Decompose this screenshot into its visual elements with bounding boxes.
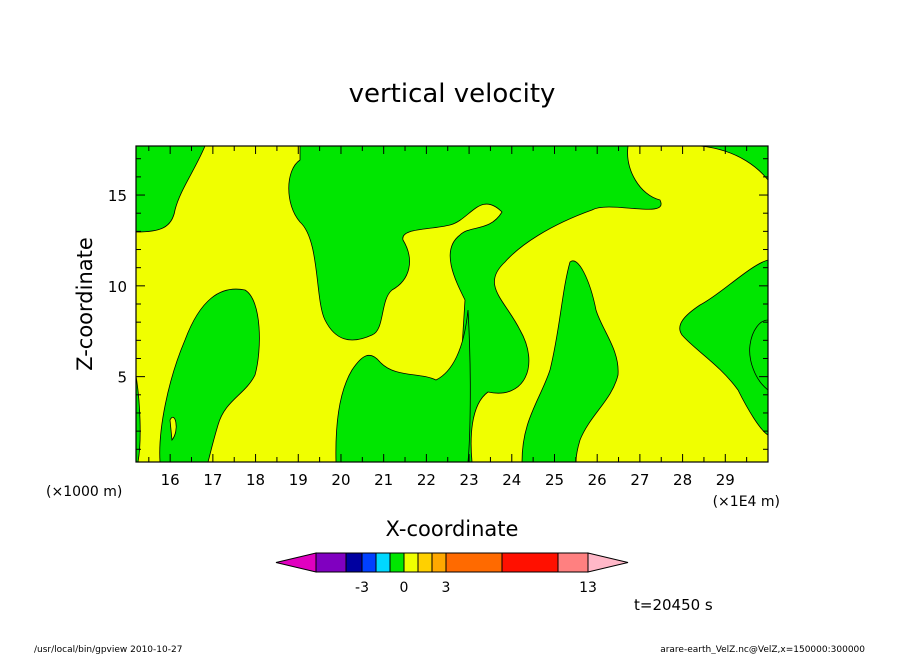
- x-tick-label: 20: [331, 471, 350, 489]
- colorbar-segment: [315, 552, 347, 573]
- x-tick-label: 17: [203, 471, 222, 489]
- x-scale-label: (×1E4 m): [713, 494, 780, 510]
- y-tick-label: 5: [117, 369, 127, 387]
- x-tick-label: 23: [460, 471, 479, 489]
- colorbar-segment: [345, 552, 363, 573]
- x-tick-label: 18: [246, 471, 265, 489]
- neg-region-bottom-right: [521, 260, 619, 462]
- colorbar-segment: [445, 552, 503, 573]
- neg-region-top-main: [288, 146, 768, 462]
- plot-area: [136, 146, 768, 462]
- colorbar-segment: [417, 552, 433, 573]
- colorbar-segment: [431, 552, 447, 573]
- footer-right: arare-earth_VelZ.nc@VelZ,x=150000:300000: [660, 645, 865, 654]
- colorbar-segment: [375, 552, 391, 573]
- chart-title: vertical velocity: [349, 79, 556, 109]
- colorbar-segment: [361, 552, 377, 573]
- x-tick-label: 22: [417, 471, 436, 489]
- colorbar-segment: [501, 552, 559, 573]
- neg-region-right-small: [749, 319, 768, 391]
- neg-region-top-left: [136, 146, 206, 233]
- x-axis-label: X-coordinate: [386, 517, 519, 541]
- colorbar-tick-label: 3: [442, 580, 451, 596]
- y-scale-label: (×1000 m): [46, 484, 122, 500]
- colorbar-tick-label: 13: [579, 580, 597, 596]
- y-axis-label: Z-coordinate: [73, 237, 97, 371]
- colorbar: [275, 552, 629, 573]
- neg-region-left-lobe: [159, 288, 260, 462]
- x-tick-label: 21: [374, 471, 393, 489]
- colorbar-high-end: [587, 552, 629, 573]
- x-tick-label: 19: [289, 471, 308, 489]
- y-tick-label: 15: [108, 187, 127, 205]
- colorbar-low-end: [275, 552, 317, 573]
- time-label: t=20450 s: [634, 596, 713, 614]
- x-tick-label: 25: [545, 471, 564, 489]
- colorbar-segment: [403, 552, 419, 573]
- y-tick-label: 10: [108, 278, 127, 296]
- x-tick-label: 29: [716, 471, 735, 489]
- colorbar-segment: [389, 552, 405, 573]
- footer-left: /usr/local/bin/gpview 2010-10-27: [34, 645, 182, 654]
- neg-region-bottom-center: [335, 309, 471, 462]
- x-tick-label: 24: [502, 471, 521, 489]
- x-tick-label: 27: [630, 471, 649, 489]
- x-tick-label: 16: [161, 471, 180, 489]
- colorbar-tick-label: 0: [400, 580, 409, 596]
- colorbar-tick-label: -3: [355, 580, 369, 596]
- colorbar-segment: [557, 552, 589, 573]
- x-tick-label: 28: [673, 471, 692, 489]
- neg-region-right-middle: [679, 259, 768, 436]
- x-tick-label: 26: [588, 471, 607, 489]
- pos-patch: [169, 417, 177, 442]
